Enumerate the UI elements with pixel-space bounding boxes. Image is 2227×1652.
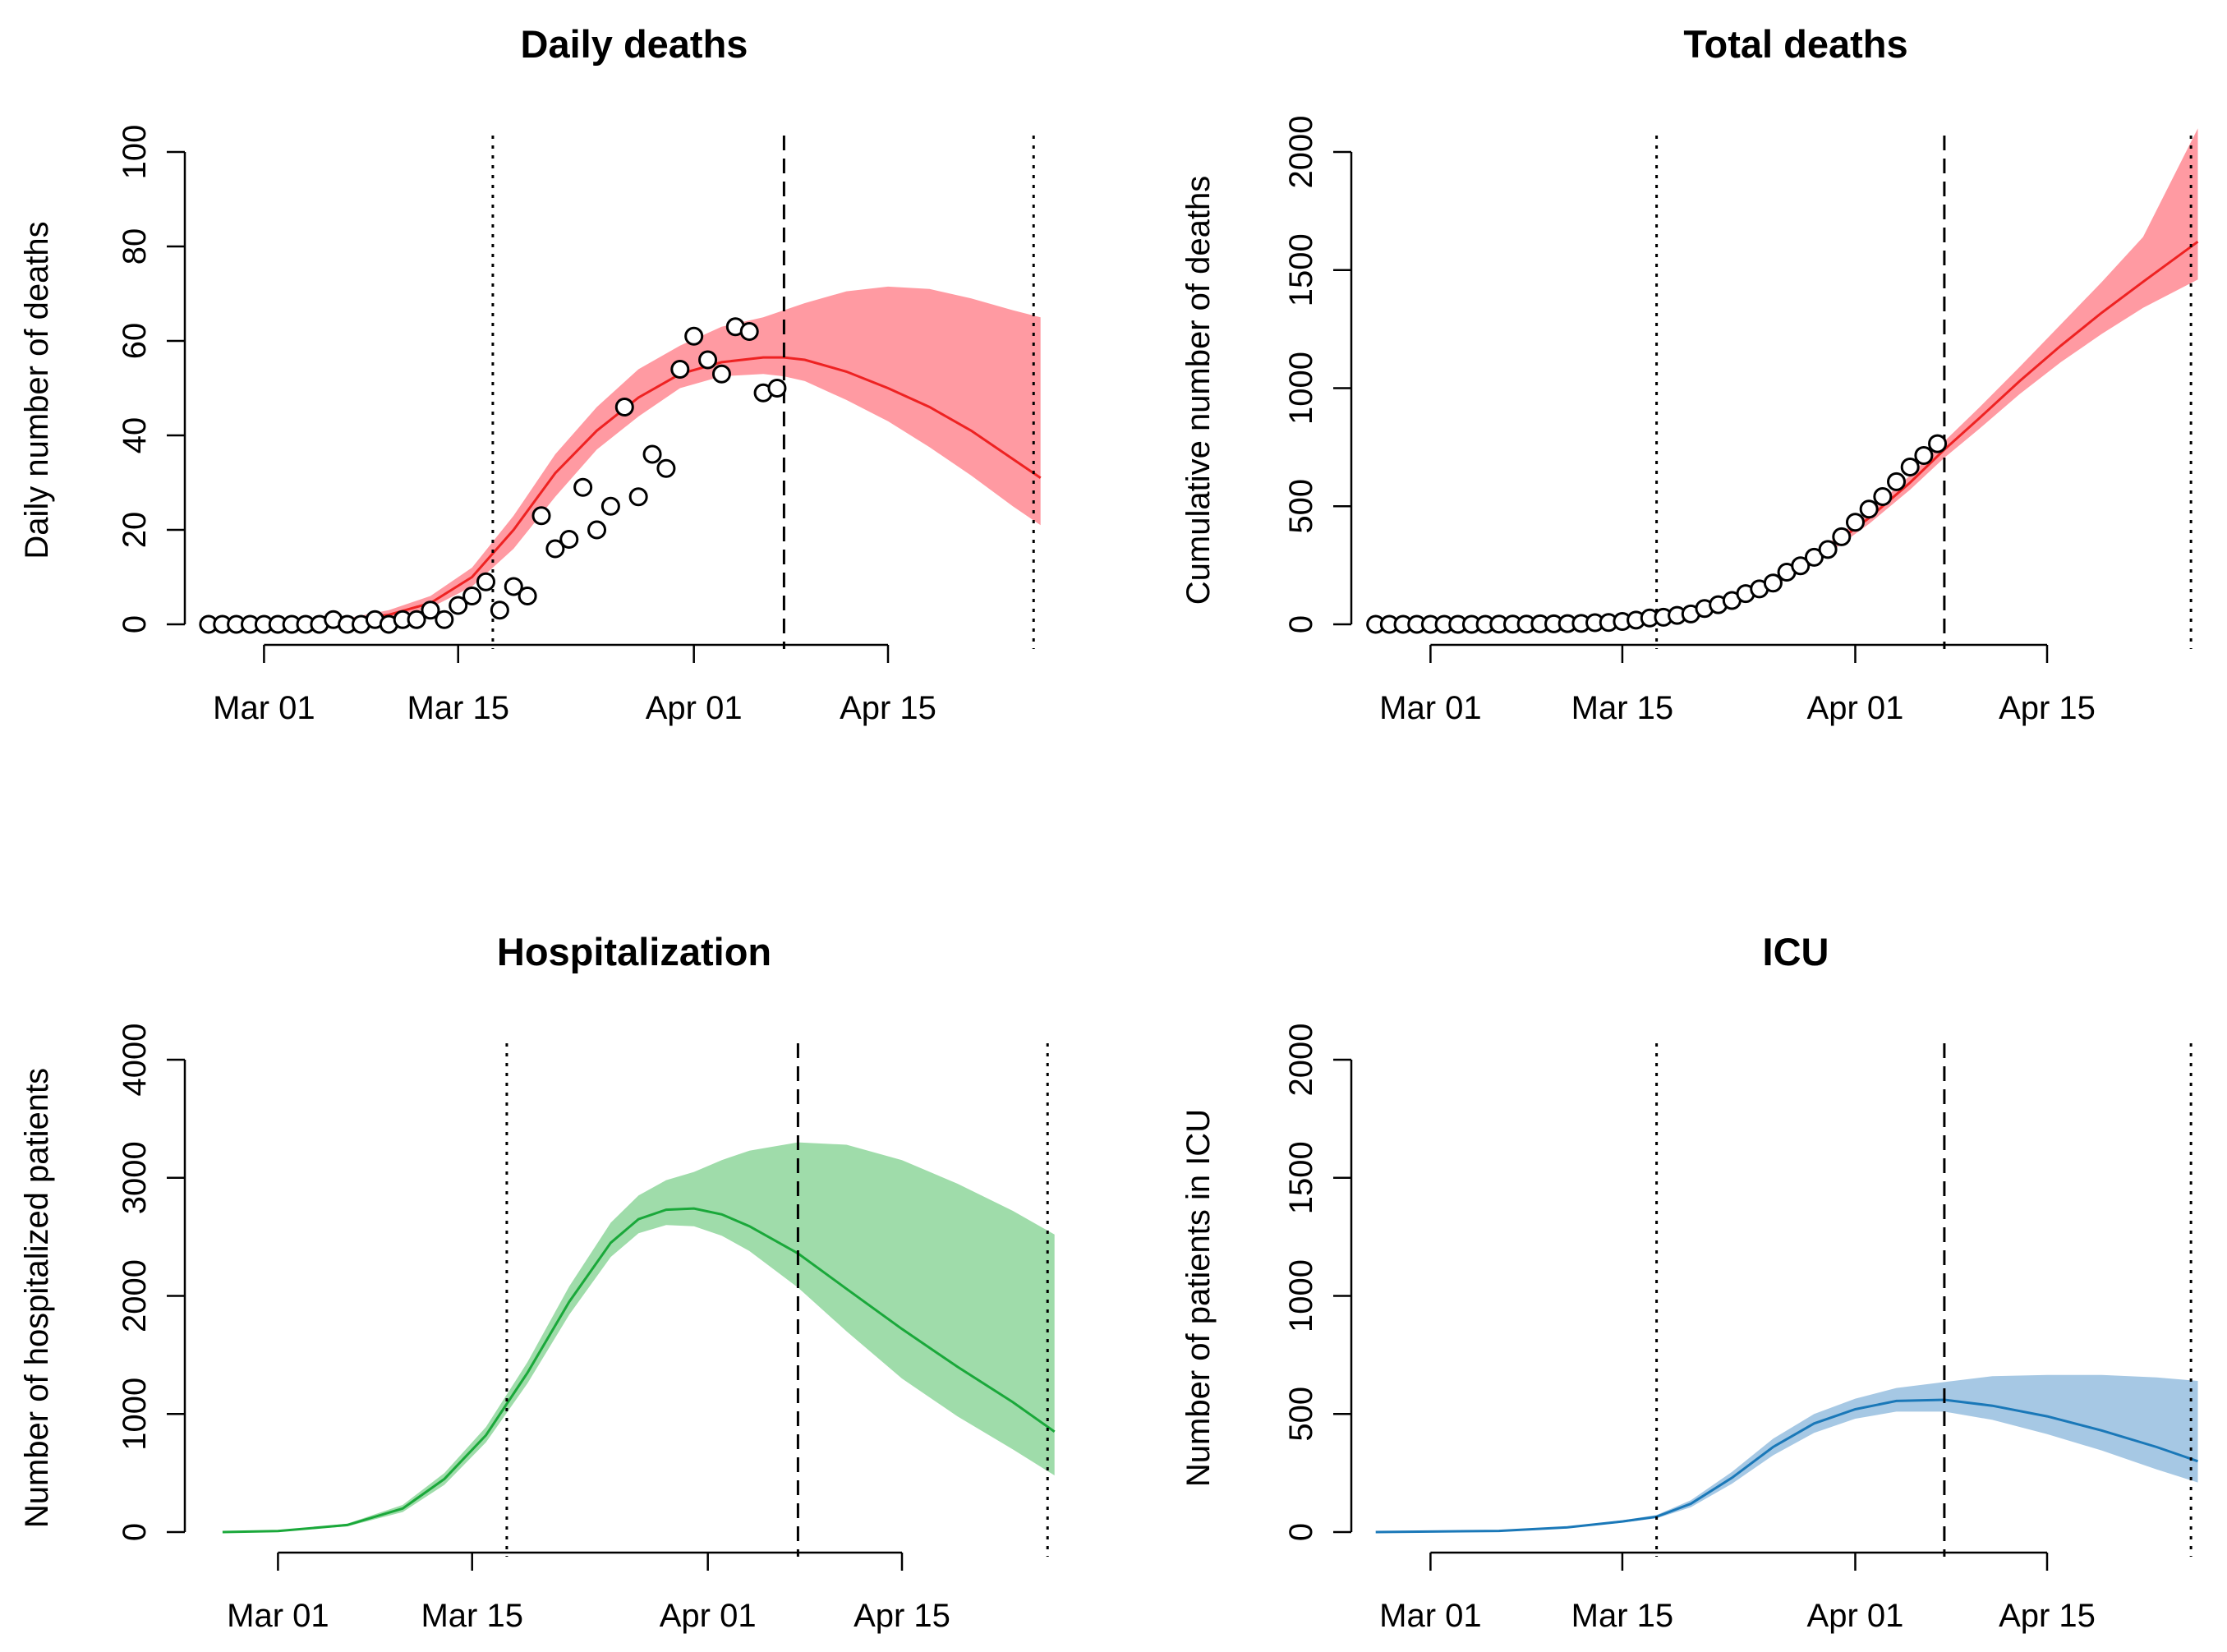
daily-data-point (614, 398, 634, 416)
icu-xtick-label: Apr 01 (1807, 1598, 1904, 1634)
daily-data-point (600, 496, 620, 516)
icu-xtick-label: Apr 15 (1999, 1598, 2096, 1634)
total-data-point (1845, 513, 1865, 532)
icu-panel: ICU Number of patients in ICU 0 500 1000 1500… (1180, 930, 2198, 1634)
total-xtick-label: Apr 01 (1807, 690, 1904, 726)
hosp-confidence-band (222, 1142, 1055, 1532)
daily-xtick-label: Mar 01 (213, 690, 315, 726)
icu-ytick-label: 500 (1283, 1387, 1319, 1442)
daily-data-point (518, 587, 537, 605)
icu-confidence-band (1375, 1374, 2198, 1532)
daily-data-point (504, 577, 523, 596)
hosp-ytick-label: 4000 (117, 1024, 153, 1097)
total-data-point (1818, 540, 1838, 559)
icu-ylabel: Number of patients in ICU (1180, 1109, 1217, 1487)
total-ytick-label: 1500 (1283, 233, 1319, 306)
daily-data-point (435, 610, 454, 629)
total-ytick-label: 0 (1283, 615, 1319, 633)
daily-data-point (684, 326, 704, 346)
daily-title: Daily deaths (521, 22, 748, 66)
hosp-xtick-label: Apr 15 (854, 1598, 950, 1634)
daily-data-point (739, 322, 759, 341)
daily-data-point (767, 379, 787, 398)
daily-data-point (531, 506, 551, 526)
daily-data-point (698, 350, 718, 370)
hosp-ylabel: Number of hospitalized patients (19, 1068, 55, 1528)
total-data-point (1763, 573, 1783, 593)
total-xtick-label: Mar 01 (1379, 690, 1482, 726)
total-data-point (1928, 434, 1948, 453)
total-data-point (1873, 486, 1893, 506)
daily-data-point (476, 572, 495, 591)
hosp-fit-line (222, 1207, 1056, 1534)
daily-data-point (642, 444, 662, 464)
total-data-point (1832, 527, 1852, 546)
hosp-panel: Hospitalization Number of hospitalized pa… (19, 930, 1056, 1634)
daily-data-point (545, 539, 565, 559)
icu-ytick-label: 1500 (1283, 1141, 1319, 1214)
total-ylabel: Cumulative number of deaths (1180, 176, 1217, 605)
daily-data-point (587, 520, 607, 540)
hosp-ytick-label: 1000 (117, 1378, 153, 1451)
daily-confidence-band (208, 286, 1041, 624)
total-data-point (1791, 556, 1811, 576)
daily-data-point (462, 587, 482, 605)
daily-ytick-label: 100 (117, 125, 153, 180)
hosp-ytick-label: 0 (117, 1523, 153, 1541)
daily-xtick-label: Mar 15 (407, 690, 509, 726)
daily-xtick-label: Apr 01 (646, 690, 743, 726)
icu-fit-line (1375, 1398, 2198, 1534)
total-data-point (1887, 472, 1907, 491)
hosp-ytick-label: 3000 (117, 1141, 153, 1214)
hosp-xtick-label: Mar 15 (421, 1598, 523, 1634)
total-data-point (1900, 458, 1920, 477)
hosp-xtick-label: Apr 01 (660, 1598, 757, 1634)
daily-data-point (656, 458, 676, 478)
icu-title: ICU (1763, 930, 1829, 973)
hosp-title: Hospitalization (497, 930, 771, 973)
total-panel: Total deaths Cumulative number of deaths 0… (1180, 22, 2199, 726)
total-ytick-label: 2000 (1283, 116, 1319, 189)
daily-data-point (490, 601, 509, 620)
total-data-point (1804, 547, 1824, 567)
icu-ytick-label: 1000 (1283, 1259, 1319, 1332)
total-data-point (1914, 445, 1934, 465)
icu-xtick-label: Mar 15 (1571, 1598, 1674, 1634)
total-xtick-label: Apr 15 (1999, 690, 2096, 726)
hosp-ytick-label: 2000 (117, 1259, 153, 1332)
total-data-point (1859, 499, 1879, 519)
daily-ytick-label: 40 (117, 417, 153, 454)
daily-data-point (421, 601, 440, 620)
daily-panel: Daily deaths Daily number of deaths 0 20 40 6… (19, 22, 1042, 726)
total-title: Total deaths (1683, 22, 1907, 66)
daily-data-point (449, 596, 468, 615)
total-ytick-label: 1000 (1283, 352, 1319, 425)
daily-xtick-label: Apr 15 (840, 690, 936, 726)
daily-data-point (670, 360, 690, 379)
daily-data-point (407, 610, 426, 629)
daily-data-point (711, 364, 731, 384)
icu-xtick-label: Mar 01 (1379, 1598, 1482, 1634)
daily-data-point (559, 530, 579, 549)
daily-ytick-label: 0 (117, 615, 153, 633)
daily-ytick-label: 20 (117, 512, 153, 549)
daily-ylabel: Daily number of deaths (19, 221, 55, 559)
daily-ytick-label: 80 (117, 228, 153, 265)
icu-ytick-label: 2000 (1283, 1024, 1319, 1097)
icu-ytick-label: 0 (1283, 1523, 1319, 1541)
daily-ytick-label: 60 (117, 323, 153, 360)
total-ytick-label: 500 (1283, 479, 1319, 534)
daily-data-point (573, 477, 593, 497)
total-xtick-label: Mar 15 (1571, 690, 1674, 726)
hosp-xtick-label: Mar 01 (227, 1598, 329, 1634)
daily-data-point (628, 487, 648, 507)
total-confidence-band (1375, 128, 2198, 625)
